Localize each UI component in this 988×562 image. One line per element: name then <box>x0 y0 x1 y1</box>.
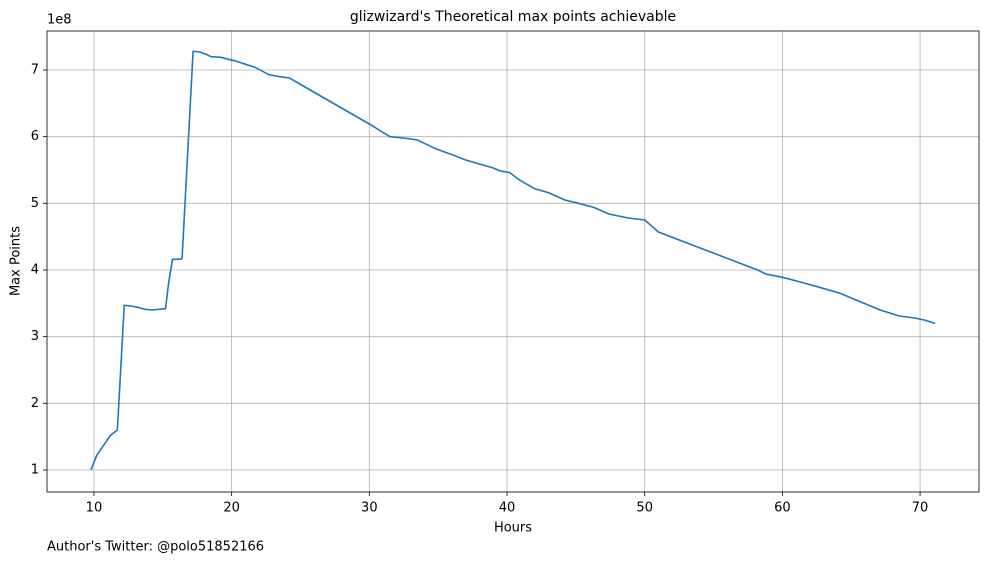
x-tick-label: 10 <box>86 501 103 516</box>
y-axis-label: Max Points <box>9 226 24 296</box>
x-tick-label: 30 <box>361 501 378 516</box>
x-tick-label: 40 <box>499 501 516 516</box>
y-tick-label: 3 <box>31 329 39 344</box>
plot-frame <box>46 30 980 493</box>
y-tick-label: 5 <box>31 196 39 211</box>
x-axis-label: Hours <box>494 521 532 536</box>
y-tick-label: 1 <box>31 463 39 478</box>
y-tick-label: 7 <box>31 63 39 78</box>
chart-title: glizwizard's Theoretical max points achi… <box>350 9 676 25</box>
y-tick-label: 6 <box>31 129 39 144</box>
x-tick-label: 60 <box>774 501 791 516</box>
x-tick-label: 70 <box>912 501 929 516</box>
y-tick-label: 4 <box>31 263 39 278</box>
y-tick-label: 2 <box>31 396 39 411</box>
x-tick-label: 50 <box>636 501 653 516</box>
x-tick-label: 20 <box>223 501 240 516</box>
offset-label: 1e8 <box>47 13 72 28</box>
footer: Author's Twitter: @polo51852166 <box>47 540 264 555</box>
data-line <box>90 50 936 471</box>
